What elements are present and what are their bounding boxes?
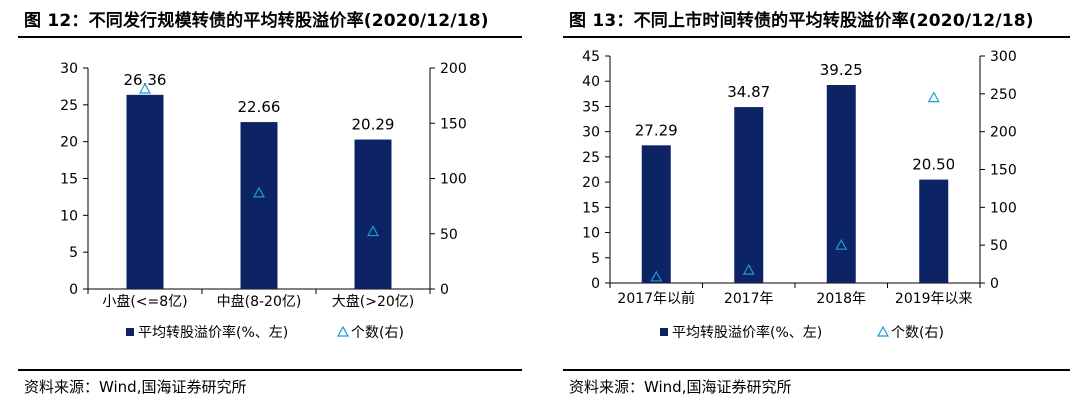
bar-value-label: 22.66 [238, 98, 281, 116]
right-axis-tick-label: 200 [990, 125, 1017, 141]
legend-label: 平均转股溢价率(%、左) [138, 324, 288, 341]
category-label: 小盘(<=8亿) [102, 293, 187, 310]
left-axis-tick-label: 25 [582, 150, 600, 166]
right-axis-tick-label: 50 [990, 238, 1008, 254]
chart-title: 图 12：不同发行规模转债的平均转股溢价率(2020/12/18) [24, 11, 489, 31]
left-axis-tick-label: 15 [582, 200, 600, 216]
legend-swatch-marker [336, 325, 350, 337]
left-axis-tick-label: 0 [591, 276, 600, 292]
count-marker [252, 186, 266, 198]
right-axis-tick-label: 200 [440, 61, 467, 77]
right-axis-tick-label: 50 [440, 227, 458, 243]
bar [919, 179, 949, 283]
left-axis-tick-label: 20 [582, 175, 600, 191]
bar-chart-premium-by-size: 0 5 10 15 20 25 30 0 50 100 150 200 26.36 小盘(<=8亿) 22.… [60, 61, 467, 341]
bar-value-label: 27.29 [635, 121, 678, 139]
bar-value-label: 39.25 [820, 61, 863, 79]
count-marker [835, 238, 848, 250]
left-axis-tick-label: 10 [60, 208, 78, 224]
left-axis-tick-label: 5 [69, 245, 78, 261]
left-axis-tick-label: 5 [591, 251, 600, 267]
right-axis-tick-label: 100 [990, 200, 1017, 216]
source-divider [563, 369, 1070, 371]
left-axis-tick-label: 40 [582, 74, 600, 90]
right-axis-tick-label: 100 [440, 172, 467, 188]
count-marker [650, 270, 663, 282]
category-label: 中盘(8-20亿) [217, 293, 302, 310]
left-axis-tick-label: 25 [60, 98, 78, 114]
bar-value-label: 20.29 [352, 116, 395, 134]
legend-swatch-bar [660, 328, 668, 336]
left-axis-tick-label: 0 [69, 282, 78, 298]
bar [641, 145, 671, 283]
bar [126, 94, 164, 289]
chart-panel-premium-by-size: 图 12：不同发行规模转债的平均转股溢价率(2020/12/18) 0 5 10 15… [0, 0, 532, 401]
left-axis-tick-label: 15 [60, 172, 78, 188]
left-axis-tick-label: 20 [60, 135, 78, 151]
legend-label: 个数(右) [351, 325, 404, 341]
right-axis-tick-label: 300 [990, 49, 1017, 65]
bar-value-label: 20.50 [912, 156, 955, 174]
right-axis-tick-label: 250 [990, 87, 1017, 103]
title-divider [18, 36, 522, 38]
count-marker [138, 82, 152, 94]
left-axis-tick-label: 30 [60, 61, 78, 77]
source-divider [18, 369, 522, 371]
right-axis-tick-label: 0 [990, 276, 999, 292]
left-axis-tick-label: 35 [582, 99, 600, 115]
title-divider [563, 36, 1070, 38]
count-marker [366, 225, 380, 237]
legend-swatch-marker [876, 325, 890, 337]
source-note: 资料来源：Wind,国海证券研究所 [569, 378, 792, 396]
right-axis-tick-label: 150 [990, 163, 1017, 179]
left-axis-tick-label: 30 [582, 125, 600, 141]
legend-label: 平均转股溢价率(%、左) [672, 324, 822, 341]
bar-value-label: 34.87 [727, 83, 770, 101]
left-axis-tick-label: 10 [582, 226, 600, 242]
bar [240, 122, 278, 289]
count-marker [742, 263, 755, 275]
right-axis-tick-label: 0 [440, 282, 449, 298]
bar [826, 85, 856, 283]
chart-title: 图 13：不同上市时间转债的平均转股溢价率(2020/12/18) [569, 11, 1034, 31]
category-label: 2017年以前 [617, 290, 695, 307]
count-marker [927, 91, 940, 103]
right-axis-tick-label: 150 [440, 116, 467, 132]
bar-value-label: 26.36 [124, 71, 167, 89]
legend-swatch-bar [126, 328, 134, 336]
bar-chart-premium-by-listing-year: 0 5 10 15 20 25 30 35 40 45 0 50 100 150 200 250 300 27.2… [582, 49, 1017, 341]
left-axis-tick-label: 45 [582, 49, 600, 65]
chart-panel-premium-by-listing-year: 图 13：不同上市时间转债的平均转股溢价率(2020/12/18) 0 5 10 15… [545, 0, 1080, 401]
bar [354, 139, 392, 289]
category-label: 2018年 [816, 291, 866, 307]
bar [734, 107, 764, 283]
category-label: 大盘(>20亿) [332, 293, 414, 310]
category-label: 2019年以来 [895, 291, 973, 307]
category-label: 2017年 [724, 291, 774, 307]
legend-label: 个数(右) [891, 325, 944, 341]
source-note: 资料来源：Wind,国海证券研究所 [24, 378, 247, 396]
